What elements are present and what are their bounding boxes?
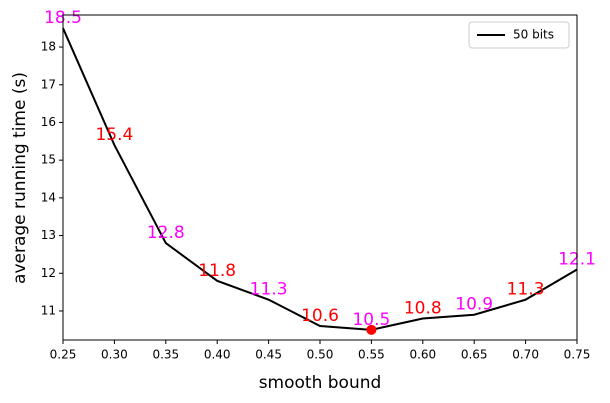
y-axis-label: average running time (s) xyxy=(10,72,30,284)
data-label: 15.4 xyxy=(95,125,133,145)
x-tick-label: 0.25 xyxy=(50,348,77,362)
data-label: 11.3 xyxy=(250,280,288,300)
x-tick-label: 0.70 xyxy=(512,348,539,362)
y-tick-label: 17 xyxy=(41,77,56,91)
y-tick-label: 12 xyxy=(41,266,56,280)
data-label: 12.8 xyxy=(147,223,185,243)
x-tick-label: 0.40 xyxy=(204,348,231,362)
x-tick-label: 0.65 xyxy=(461,348,488,362)
x-tick-label: 0.50 xyxy=(307,348,334,362)
y-tick-label: 16 xyxy=(41,115,56,129)
y-tick-label: 15 xyxy=(41,153,56,167)
x-tick-label: 0.45 xyxy=(255,348,282,362)
legend-label: 50 bits xyxy=(513,28,554,42)
y-tick-label: 11 xyxy=(41,303,56,317)
y-tick-label: 14 xyxy=(41,190,56,204)
data-label: 11.8 xyxy=(198,261,236,281)
data-label: 10.5 xyxy=(352,310,390,330)
data-label: 10.6 xyxy=(301,306,339,326)
line xyxy=(62,27,578,331)
y-tick-label: 13 xyxy=(41,228,56,242)
data-label: 10.8 xyxy=(404,299,442,319)
x-tick-label: 0.30 xyxy=(101,348,128,362)
y-tick-label: 18 xyxy=(41,40,56,54)
x-tick-label: 0.75 xyxy=(564,348,591,362)
x-tick-label: 0.60 xyxy=(409,348,436,362)
x-axis-label: smooth bound xyxy=(259,373,382,393)
plot-frame xyxy=(62,14,578,341)
data-label: 10.9 xyxy=(455,295,493,315)
legend-box xyxy=(468,21,570,49)
x-tick-label: 0.55 xyxy=(358,348,385,362)
data-label: 11.3 xyxy=(507,280,545,300)
x-tick-label: 0.35 xyxy=(152,348,179,362)
min-marker xyxy=(366,324,377,335)
